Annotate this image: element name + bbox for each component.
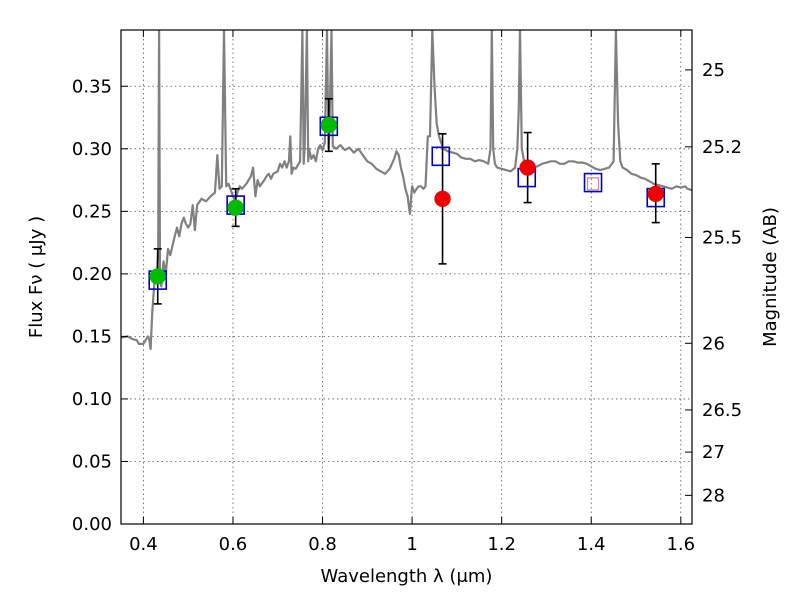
x-tick-label: 1.2 [487,534,516,555]
data-point [519,159,536,176]
y-right-tick-label: 25.5 [702,227,742,248]
y-axis-label: Flux Fν ( μJy ) [26,216,47,338]
template-spectrum [121,30,692,350]
spectrum-line [121,30,692,350]
y-tick-label: 0.20 [72,264,112,285]
x-tick-label: 0.4 [129,534,158,555]
x-tick-label: 0.8 [308,534,337,555]
data-point [149,268,166,285]
plot-frame [120,29,693,525]
y-right-tick-label: 25 [702,60,725,81]
y-right-tick-label: 26 [702,333,725,354]
y-tick-label: 0.00 [72,514,112,535]
x-axis: 0.4 0.6 0.8 1 1.2 1.4 1.6 [129,30,695,555]
x-tick-label: 1.4 [577,534,606,555]
x-axis-label: Wavelength λ (μm) [321,566,493,587]
y-right-tick-label: 26.5 [702,400,742,421]
x-tick-label: 0.6 [219,534,248,555]
x-tick-label: 1.6 [666,534,695,555]
y-axis-right: 25 25.2 25.5 26 26.5 27 28 [685,60,742,506]
model-point [431,146,451,167]
model-point [583,172,603,193]
y-tick-label: 0.15 [72,326,112,347]
data-point [434,190,451,208]
error-bars [153,97,660,305]
grid-lines [121,30,692,525]
y-tick-label: 0.35 [72,76,112,97]
y-tick-label: 0.30 [72,139,112,160]
data-point [227,199,244,216]
x-tick-label: 1 [406,534,417,555]
y-tick-label: 0.05 [72,451,112,472]
observed-photometry [149,116,664,285]
y-right-tick-label: 25.2 [702,137,742,158]
y-right-tick-label: 27 [702,442,725,463]
data-point [320,116,338,134]
y-axis-right-label: Magnitude (AB) [760,207,781,347]
y-right-tick-label: 28 [702,485,725,506]
y-axis-left: 0.00 0.05 0.10 0.15 0.20 0.25 0.30 0.35 [72,76,128,535]
model-point-inner [586,177,600,191]
data-point [647,185,664,203]
y-tick-label: 0.25 [72,201,112,222]
y-tick-label: 0.10 [72,389,112,410]
